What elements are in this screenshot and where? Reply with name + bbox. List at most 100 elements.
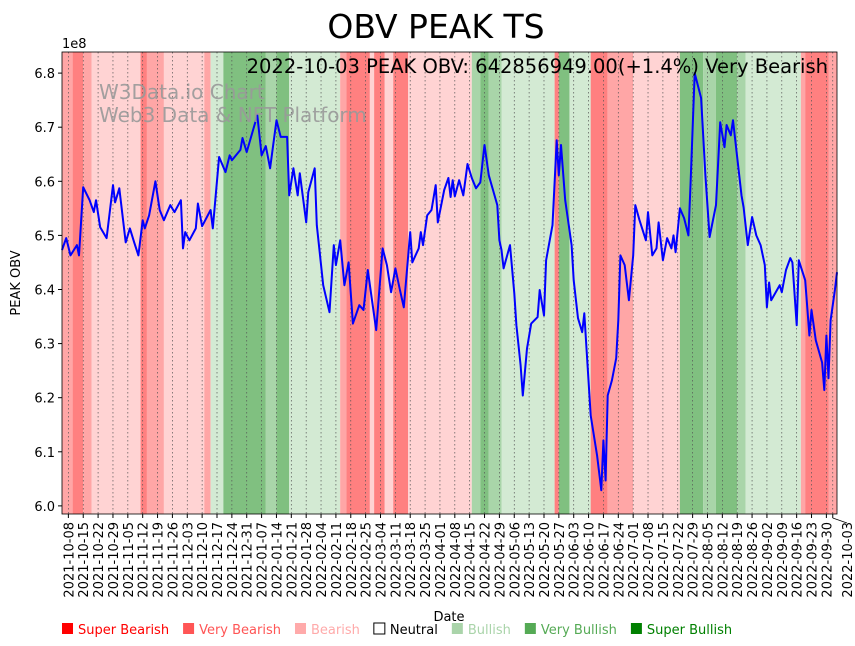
y-tick-label: 6.3: [34, 338, 55, 353]
x-tick-label: 2022-04-08: [449, 522, 464, 598]
band-bearish: [369, 52, 375, 514]
legend-label: Bullish: [468, 623, 511, 638]
band-super-bearish: [140, 52, 147, 514]
legend-item: Bearish: [294, 623, 360, 638]
x-tick-label: 2021-11-12: [137, 522, 152, 598]
legend-swatch: [630, 623, 642, 634]
y-tick-label: 6.0: [34, 500, 55, 515]
x-tick-label: 2021-10-22: [92, 522, 107, 598]
y-tick-label: 6.1: [34, 446, 55, 461]
band-super-bearish: [346, 52, 370, 514]
band-super-bearish: [554, 52, 559, 514]
x-tick-label: 2021-12-10: [196, 522, 211, 598]
x-tick-label: 2022-07-15: [657, 522, 672, 598]
y-tick-label: 6.4: [34, 283, 55, 298]
x-tick-label: 2022-01-14: [270, 522, 285, 598]
y-scale-label: 1e8: [62, 37, 87, 52]
x-tick-label: 2022-06-03: [568, 522, 583, 598]
x-tick-label: 2022-09-23: [806, 522, 821, 598]
legend-swatch: [62, 623, 73, 634]
chart-title: OBV PEAK TS: [327, 7, 544, 46]
x-tick-label: 2022-09-30: [820, 522, 835, 598]
band-bullish: [210, 52, 224, 514]
x-tick-label: 2021-12-17: [211, 522, 226, 598]
x-tick-label: 2022-01-07: [256, 522, 271, 598]
x-tick-label: 2022-08-19: [731, 522, 746, 598]
band-very-bearish: [146, 52, 164, 514]
y-tick-label: 6.7: [34, 121, 55, 136]
vertical-gridlines: [68, 52, 834, 514]
band-bullish: [569, 52, 591, 514]
y-tick-label: 6.8: [34, 67, 55, 82]
band-super-bullish: [558, 52, 570, 514]
legend-label: Bearish: [311, 623, 360, 638]
legend-swatch: [451, 623, 463, 634]
y-axis-label: PEAK OBV: [9, 250, 24, 315]
peak-obv-line: [61, 72, 838, 492]
legend-item: Very Bearish: [183, 623, 281, 638]
legend-label: Neutral: [390, 623, 438, 638]
x-tick-label: 2022-09-16: [791, 522, 806, 598]
x-tick-label: 2022-02-04: [315, 522, 330, 598]
x-tick-label: 2022-09-02: [761, 522, 776, 598]
x-tick-label: 2022-08-05: [701, 522, 716, 598]
x-tick-label: 2022-07-22: [672, 522, 687, 598]
y-tick-label: 6.6: [34, 175, 55, 190]
band-very-bullish: [265, 52, 277, 514]
x-tick-label: 2022-04-01: [434, 522, 449, 598]
y-axis: 6.0 6.1 6.2 6.3 6.4 6.5 6.6 6.7 6.8: [34, 67, 62, 515]
y-tick-label: 6.2: [34, 392, 55, 407]
legend-item: Super Bullish: [630, 623, 732, 638]
band-very-bearish: [800, 52, 806, 514]
band-bearish: [633, 52, 680, 514]
legend-item: Neutral: [373, 622, 438, 638]
x-tick-label: 2022-05-06: [508, 522, 523, 598]
x-tick-label: 2022-05-13: [523, 522, 538, 598]
x-tick-label: 2022-07-08: [642, 522, 657, 598]
x-tick-leader: [832, 517, 848, 524]
x-tick-label: 2022-09-09: [776, 522, 791, 598]
plot-frame: [61, 51, 838, 515]
band-super-bullish: [679, 52, 704, 514]
band-bullish: [745, 52, 801, 514]
legend-label: Very Bullish: [541, 623, 617, 638]
band-very-bullish: [471, 52, 481, 514]
band-bearish: [163, 52, 205, 514]
band-very-bearish: [204, 52, 211, 514]
legend-label: Very Bearish: [199, 623, 281, 638]
x-tick-label: 2022-04-15: [464, 522, 479, 598]
x-tick-label: 2021-11-26: [166, 522, 181, 598]
band-very-bullish: [737, 52, 746, 514]
watermark-line-2: Web3 Data & NFT Platform: [99, 103, 367, 127]
x-tick-label: 2021-12-31: [241, 522, 256, 598]
band-super-bullish: [480, 52, 489, 514]
x-tick-label: 2021-11-19: [152, 522, 167, 598]
x-tick-label: 2022-02-11: [330, 522, 345, 598]
x-tick-label: 2022-06-17: [597, 522, 612, 598]
band-super-bullish: [715, 52, 738, 514]
band-very-bearish: [62, 52, 73, 514]
legend-item: Super Bearish: [62, 623, 169, 638]
x-tick-label: 2022-02-25: [360, 522, 375, 598]
legend-label: Super Bearish: [78, 623, 169, 638]
x-tick-label: 2022-02-18: [345, 522, 360, 598]
band-bearish: [91, 52, 141, 514]
legend-swatch: [524, 623, 536, 634]
x-tick-label: 2022-05-27: [553, 522, 568, 598]
x-tick-label: 2022-08-26: [746, 522, 761, 598]
legend-item: Very Bullish: [524, 623, 617, 638]
x-tick-label: 2022-01-21: [285, 522, 300, 598]
band-super-bearish: [393, 52, 409, 514]
sentiment-bands: [62, 52, 837, 514]
legend-swatch: [183, 623, 195, 634]
x-tick-label: 2022-06-24: [612, 522, 627, 598]
x-tick-label: 2022-07-01: [627, 522, 642, 598]
x-tick-label: 2022-04-22: [479, 522, 494, 598]
x-tick-label: 2022-06-10: [583, 522, 598, 598]
x-tick-label: 2022-04-29: [493, 522, 508, 598]
x-tick-label: 2021-11-05: [122, 522, 137, 598]
band-very-bullish: [703, 52, 716, 514]
legend-swatch: [294, 623, 306, 634]
band-super-bearish: [590, 52, 608, 514]
